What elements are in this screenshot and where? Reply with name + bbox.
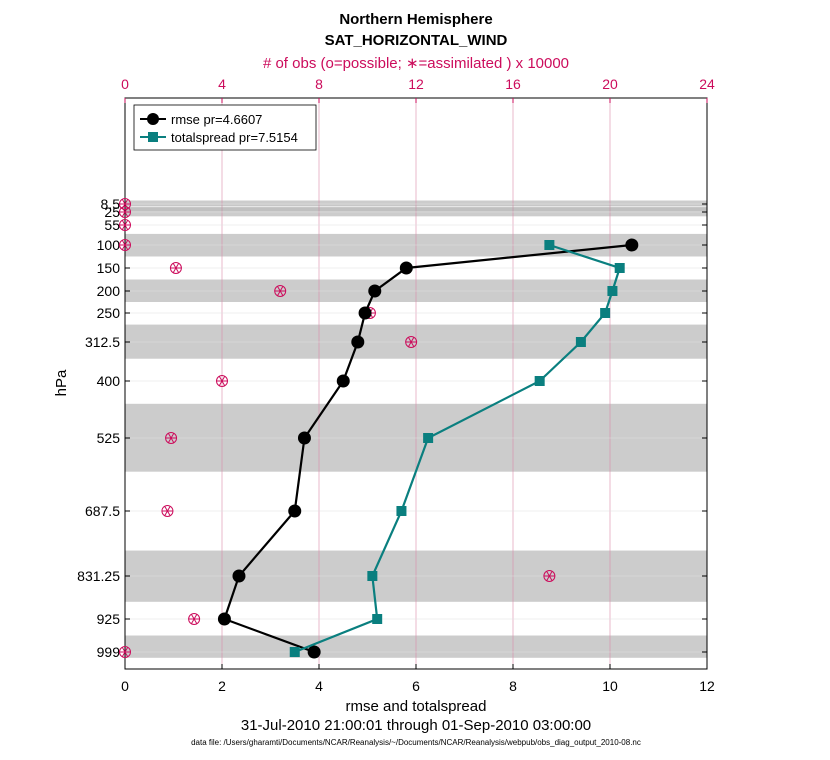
y-tick-label: 687.5 xyxy=(85,503,120,519)
top-tick-label: 4 xyxy=(218,76,226,92)
obs-count-marker xyxy=(169,262,182,274)
obs-assimilated-star xyxy=(164,505,171,517)
obs-count-marker xyxy=(274,285,287,297)
obs-count-markers xyxy=(119,198,556,658)
obs-assimilated-star xyxy=(167,432,175,444)
top-tick-label: 24 xyxy=(699,76,715,92)
rmse-point xyxy=(288,504,302,518)
date-range: 31-Jul-2010 21:00:01 through 01-Sep-2010… xyxy=(241,717,591,734)
top-tick-label: 12 xyxy=(408,76,424,92)
rmse-point xyxy=(232,569,246,583)
y-tick-label: 400 xyxy=(97,373,121,389)
totalspread-point xyxy=(600,308,611,318)
obs-count-marker xyxy=(188,613,201,625)
top-tick-label: 0 xyxy=(121,76,129,92)
legend-spread-marker xyxy=(148,132,158,142)
chart-title: Northern Hemisphere xyxy=(339,11,492,28)
obs-count-marker xyxy=(119,206,131,218)
totalspread-point xyxy=(372,614,383,624)
vertical-gridlines xyxy=(221,98,611,669)
x-tick-label: 2 xyxy=(218,678,226,694)
rmse-point xyxy=(217,612,231,626)
totalspread-point xyxy=(289,647,300,657)
obs-assimilated-star xyxy=(277,285,284,297)
top-axis-ticks: 0 4 8 12 16 20 24 xyxy=(121,76,715,103)
legend-box xyxy=(133,104,317,151)
totalspread-point xyxy=(614,263,625,273)
totalspread-point xyxy=(423,433,434,443)
obs-count-marker xyxy=(119,239,131,251)
x-tick-label: 12 xyxy=(699,678,715,694)
rmse-point xyxy=(307,645,321,659)
obs-count-marker xyxy=(119,646,131,658)
legend-rmse-label: rmse pr=4.6607 xyxy=(171,112,262,127)
y-axis-label: hPa xyxy=(53,369,70,396)
x-tick-label: 4 xyxy=(315,678,323,694)
y-tick-label: 525 xyxy=(97,430,121,446)
totalspread-point xyxy=(367,571,378,581)
y-tick-label: 250 xyxy=(97,305,121,321)
series-group xyxy=(217,238,639,659)
obs-count-marker xyxy=(119,219,131,231)
top-axis-label: # of obs (o=possible; ∗=assimilated ) x … xyxy=(263,55,569,72)
rmse-point xyxy=(625,238,639,252)
rmse-point xyxy=(351,335,365,349)
obs-assimilated-star xyxy=(546,570,553,582)
top-tick-label: 8 xyxy=(315,76,323,92)
y-tick-label: 8.5 xyxy=(101,196,121,212)
rmse-point xyxy=(336,374,350,388)
obs-assimilated-star xyxy=(121,219,129,231)
y-tick-label: 312.5 xyxy=(85,334,120,350)
totalspread-point xyxy=(607,286,618,296)
data-file-footnote: data file: /Users/gharamti/Documents/NCA… xyxy=(191,738,641,747)
obs-assimilated-star xyxy=(218,375,226,387)
x-axis-label: rmse and totalspread xyxy=(346,698,487,715)
rmse-point xyxy=(399,261,413,275)
x-tick-label: 10 xyxy=(602,678,618,694)
legend-rmse-marker xyxy=(147,113,159,125)
obs-count-marker xyxy=(543,570,556,582)
top-tick-label: 16 xyxy=(505,76,521,92)
chart-subtitle: SAT_HORIZONTAL_WIND xyxy=(325,32,508,49)
legend: rmse pr=4.6607 totalspread pr=7.5154 xyxy=(133,104,317,151)
y-tick-label: 200 xyxy=(97,283,121,299)
obs-assimilated-star xyxy=(172,262,180,274)
y-tick-label: 25 xyxy=(104,204,120,220)
x-tick-label: 0 xyxy=(121,678,129,694)
y-tick-label: 925 xyxy=(97,611,121,627)
totalspread-point xyxy=(534,376,545,386)
bottom-axis-ticks: 0 2 4 6 8 10 12 xyxy=(121,664,715,694)
rmse-point xyxy=(297,431,311,445)
obs-assimilated-star xyxy=(121,239,129,251)
obs-count-marker xyxy=(161,505,174,517)
y-tick-label: 55 xyxy=(104,217,120,233)
obs-count-marker xyxy=(165,432,178,444)
totalspread-point xyxy=(396,506,407,516)
totalspread-point xyxy=(544,240,555,250)
y-tick-label: 999 xyxy=(97,644,121,660)
obs-assimilated-star xyxy=(121,206,129,218)
x-tick-label: 8 xyxy=(509,678,517,694)
obs-assimilated-star xyxy=(121,646,129,658)
obs-count-marker xyxy=(405,336,418,348)
rmse-point xyxy=(368,284,382,298)
y-tick-label: 100 xyxy=(97,237,121,253)
totalspread-point xyxy=(575,337,586,347)
y-tick-label: 150 xyxy=(97,260,121,276)
obs-assimilated-star xyxy=(407,336,415,348)
rmse-point xyxy=(358,306,372,320)
x-tick-label: 6 xyxy=(412,678,420,694)
obs-assimilated-star xyxy=(190,613,198,625)
top-tick-label: 20 xyxy=(602,76,618,92)
legend-spread-label: totalspread pr=7.5154 xyxy=(171,130,298,145)
obs-count-marker xyxy=(216,375,228,387)
y-tick-label: 831.25 xyxy=(77,568,120,584)
